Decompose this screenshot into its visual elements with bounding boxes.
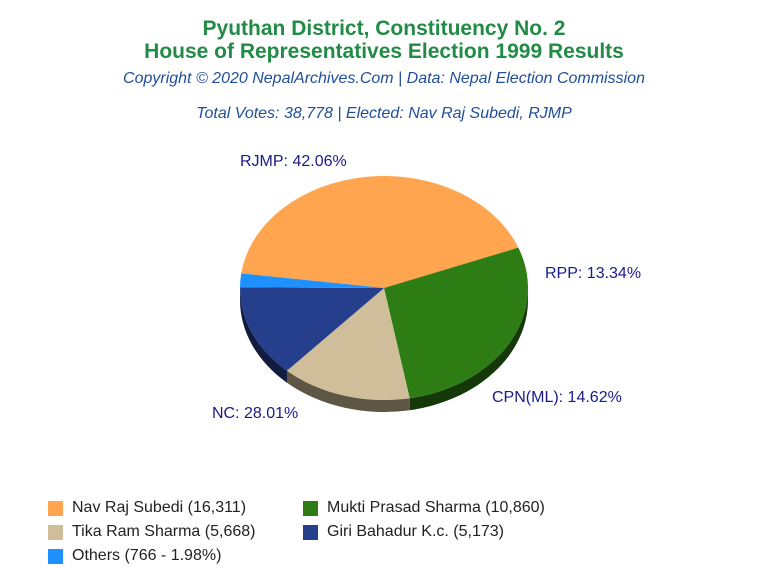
legend-label: Mukti Prasad Sharma (10,860) (327, 499, 545, 516)
legend-label: Giri Bahadur K.c. (5,173) (327, 523, 504, 540)
chart-title-line2: House of Representatives Election 1999 R… (144, 40, 624, 63)
legend-item-rjmp: Nav Raj Subedi (16,311) (48, 498, 246, 518)
legend-swatch (48, 524, 63, 540)
pie-side-cpn-ml (286, 370, 410, 412)
slice-label-cpn-ml: CPN(ML): 14.62% (492, 389, 622, 406)
legend-swatch (303, 500, 318, 516)
pie-chart: RJMP: 42.06% NC: 28.01% CPN(ML): 14.62% RPP… (212, 153, 641, 422)
legend-label: Others (766 - 1.98%) (72, 547, 222, 564)
pie-slice-rpp (240, 287, 384, 371)
legend-item-cpn-ml: Tika Ram Sharma (5,668) (48, 522, 255, 542)
legend-label: Tika Ram Sharma (5,668) (72, 523, 256, 540)
copyright-line: Copyright © 2020 NepalArchives.Com | Dat… (123, 70, 645, 87)
legend-item-nc: Mukti Prasad Sharma (10,860) (303, 498, 545, 518)
legend-item-others: Others (766 - 1.98%) (48, 546, 221, 566)
slice-label-rjmp: RJMP: 42.06% (240, 153, 347, 170)
slice-label-rpp: RPP: 13.34% (545, 265, 641, 282)
pie-side-rpp (240, 288, 287, 383)
pie-slice-cpn-ml (286, 288, 410, 400)
chart-title-line1: Pyuthan District, Constituency No. 2 (202, 17, 566, 40)
legend-swatch (48, 548, 63, 564)
summary-line: Total Votes: 38,778 | Elected: Nav Raj S… (196, 105, 572, 122)
legend-item-rpp: Giri Bahadur K.c. (5,173) (303, 522, 504, 542)
legend-swatch (48, 500, 63, 516)
legend-swatch (303, 524, 318, 540)
slice-label-nc: NC: 28.01% (212, 405, 298, 422)
pie-slice-rjmp (241, 175, 519, 288)
legend-label: Nav Raj Subedi (16,311) (72, 499, 247, 516)
pie-side-nc (409, 288, 528, 411)
pie-slice-nc (384, 247, 528, 399)
legend: Nav Raj Subedi (16,311) Mukti Prasad Shar… (0, 498, 768, 576)
pie-slice-others (240, 273, 384, 288)
